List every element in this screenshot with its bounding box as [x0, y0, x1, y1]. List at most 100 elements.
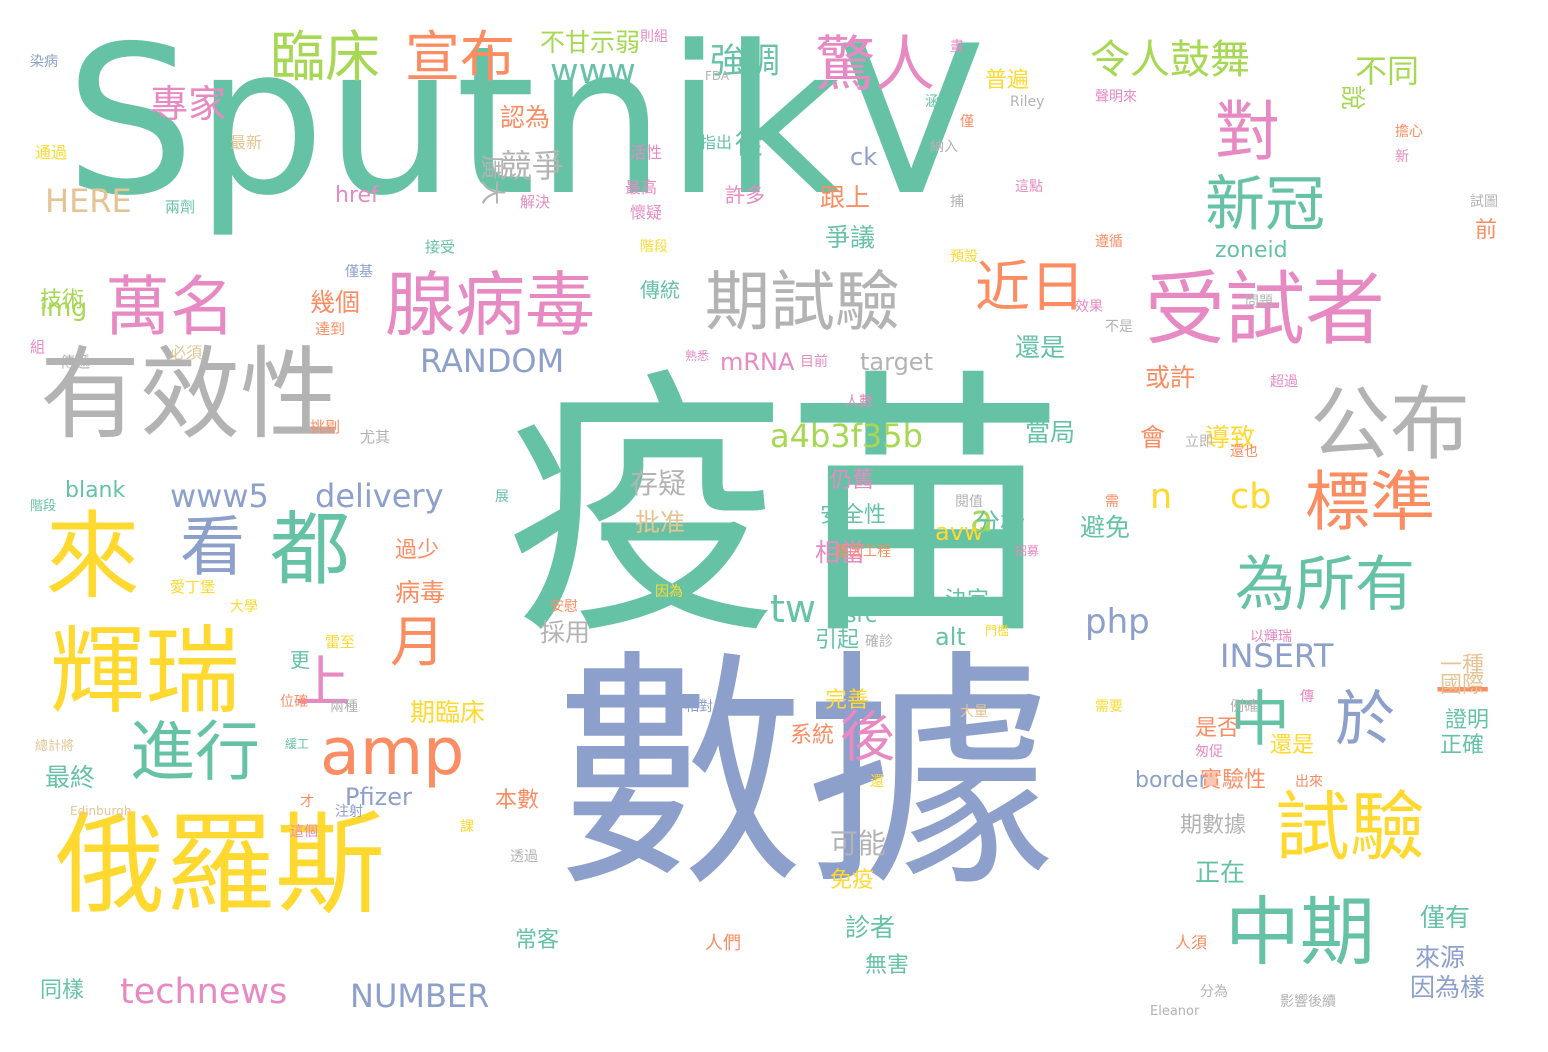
- cloud-word: 還也: [1230, 444, 1258, 460]
- cloud-word: 傳: [1300, 689, 1314, 705]
- cloud-word: technews: [120, 972, 288, 1012]
- cloud-word: 正在: [1195, 858, 1246, 887]
- cloud-word: 捕: [950, 194, 964, 210]
- cloud-word: 人們: [705, 933, 741, 954]
- cloud-word: 宣布: [405, 25, 516, 89]
- cloud-word: 總計將: [35, 739, 75, 754]
- cloud-word: 系統: [790, 723, 835, 748]
- cloud-word: 活性: [630, 143, 663, 162]
- cloud-word: 公布: [1310, 378, 1470, 471]
- cloud-word: 閱值: [955, 494, 983, 510]
- cloud-word: tw: [770, 587, 816, 631]
- cloud-word: 接受: [425, 238, 456, 256]
- cloud-word: 受試者: [1145, 263, 1385, 356]
- cloud-word: 展: [495, 489, 509, 505]
- cloud-word: 更: [290, 648, 310, 672]
- cloud-word: 本數: [495, 788, 540, 813]
- cloud-word: border: [1135, 768, 1208, 793]
- cloud-word: 僅基: [345, 264, 373, 280]
- cloud-word: 當局: [1025, 418, 1076, 447]
- cloud-word: 疫苗: [505, 347, 1065, 673]
- cloud-word: 跟上: [820, 183, 871, 212]
- cloud-word: 通過: [35, 143, 68, 162]
- cloud-word: 驚人: [815, 30, 935, 100]
- cloud-word: 上: [295, 650, 351, 714]
- cloud-word: RANDOM: [420, 342, 565, 380]
- cloud-word: cb: [1230, 477, 1272, 517]
- cloud-word: 懷疑: [630, 203, 663, 222]
- cloud-word: 仍舊: [830, 468, 875, 493]
- cloud-word: 階段: [640, 239, 668, 255]
- cloud-word: 臨床: [270, 25, 381, 89]
- cloud-word: 來源: [1415, 943, 1466, 972]
- cloud-word: 相當: [815, 538, 866, 567]
- cloud-word: 階段: [30, 499, 57, 514]
- cloud-word: 從: [735, 127, 764, 160]
- cloud-word: NUMBER: [350, 977, 490, 1015]
- cloud-word: 因為: [655, 584, 683, 600]
- cloud-word: 最高: [625, 178, 658, 197]
- cloud-word: 許多: [725, 183, 765, 207]
- cloud-word: 僅: [960, 114, 974, 130]
- cloud-word: 同樣: [40, 978, 85, 1003]
- cloud-word: 這點: [1015, 179, 1043, 195]
- cloud-word: 安全性: [820, 503, 887, 528]
- cloud-word: 前: [1475, 218, 1498, 243]
- cloud-word: 最終: [45, 763, 96, 792]
- cloud-word: src: [845, 603, 878, 628]
- cloud-word: 透過: [510, 849, 538, 865]
- cloud-word: 則組: [640, 29, 668, 45]
- cloud-word: 廣大: [478, 155, 507, 206]
- cloud-word: 以輝瑞: [1250, 629, 1292, 645]
- cloud-word: 預設: [950, 249, 978, 265]
- cloud-word: 標準: [1305, 465, 1436, 540]
- cloud-word: 例確: [1230, 699, 1258, 715]
- cloud-word: 達到: [315, 320, 346, 338]
- cloud-word: 還: [870, 774, 884, 790]
- cloud-word: 專家: [150, 82, 227, 126]
- cloud-word: Eleanor: [1150, 1004, 1200, 1019]
- cloud-word: 需要: [1095, 699, 1123, 715]
- cloud-word: ck: [850, 143, 878, 171]
- cloud-word: 立即: [1185, 434, 1213, 450]
- cloud-word: 出來: [1295, 774, 1323, 790]
- cloud-word: 挑剔: [310, 418, 341, 436]
- cloud-word: 必須: [170, 343, 203, 362]
- cloud-word: 傳統: [640, 278, 680, 302]
- cloud-word: 令人鼓舞: [1090, 37, 1250, 83]
- cloud-word: a4b3f35b: [770, 417, 923, 455]
- cloud-word: 才: [300, 794, 314, 810]
- cloud-word: 影響後續: [1280, 994, 1336, 1010]
- cloud-word: 雷至: [325, 633, 356, 651]
- cloud-word: 完善: [825, 688, 870, 713]
- cloud-word: 過少: [395, 538, 440, 563]
- cloud-word: 中: [1230, 685, 1290, 755]
- cloud-word: 會: [1140, 423, 1166, 452]
- cloud-word: 或許: [1145, 363, 1196, 392]
- cloud-word: 病毒: [395, 578, 446, 607]
- cloud-word: 愛丁堡: [170, 578, 216, 596]
- cloud-word: amp: [320, 715, 465, 790]
- cloud-word: blank: [65, 478, 126, 503]
- cloud-word: 注射: [335, 804, 363, 820]
- cloud-word: 進行: [130, 715, 261, 790]
- cloud-word: 後: [840, 705, 896, 769]
- cloud-word: img: [40, 293, 88, 322]
- cloud-word: 擔心: [1395, 124, 1423, 140]
- cloud-word: 於: [1335, 685, 1395, 755]
- cloud-word: www: [550, 52, 636, 92]
- cloud-word: 課: [460, 819, 474, 835]
- cloud-word: 染病: [30, 54, 58, 70]
- cloud-word: 中期: [1225, 888, 1376, 976]
- cloud-word: 緩工: [285, 737, 310, 751]
- cloud-word: 強調: [710, 42, 781, 82]
- cloud-word: 爭議: [825, 223, 876, 252]
- cloud-word: 分為: [1200, 984, 1228, 1000]
- cloud-word: 遵循: [1095, 234, 1123, 250]
- cloud-word: 為所有: [1235, 550, 1415, 620]
- cloud-word: 俄羅斯: [55, 801, 385, 929]
- cloud-word: 存疑: [630, 467, 687, 500]
- cloud-word: 例: [715, 724, 729, 740]
- cloud-word: Edinburgh: [70, 804, 132, 818]
